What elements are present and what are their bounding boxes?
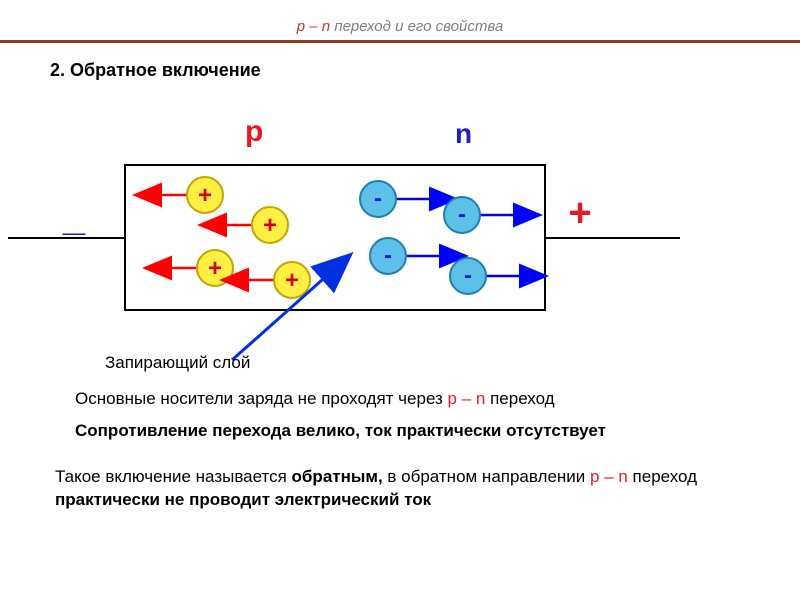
electron-symbol: -: [464, 262, 472, 289]
electron-symbol: -: [384, 242, 392, 269]
conclusion-pre: Такое включение называется: [55, 467, 292, 486]
conclusion-bold1: обратным,: [292, 467, 383, 486]
hole-symbol: +: [263, 212, 277, 239]
electron-symbol: -: [458, 201, 466, 228]
hole-symbol: +: [198, 182, 212, 209]
terminal-minus: _: [62, 195, 86, 239]
carriers-pn: p – n: [448, 389, 486, 408]
hole-symbol: +: [285, 267, 299, 294]
conclusion-pn: p – n: [590, 467, 628, 486]
caption-resistance: Сопротивление перехода велико, ток практ…: [75, 420, 606, 443]
conclusion-post1: переход: [628, 467, 697, 486]
caption-blocking-layer: Запирающий слой: [105, 352, 250, 375]
diagram-group: _ + + + + + - - - -: [8, 165, 680, 360]
carriers-post: переход: [485, 389, 554, 408]
conclusion-bold2: практически не проводит электрический то…: [55, 490, 431, 509]
carriers-pre: Основные носители заряда не проходят чер…: [75, 389, 448, 408]
caption-conclusion: Такое включение называется обратным, в о…: [55, 466, 755, 512]
electron-symbol: -: [374, 185, 382, 212]
caption-carriers: Основные носители заряда не проходят чер…: [75, 388, 555, 411]
terminal-plus: +: [568, 191, 591, 235]
hole-symbol: +: [208, 255, 222, 282]
conclusion-mid: в обратном направлении: [383, 467, 590, 486]
